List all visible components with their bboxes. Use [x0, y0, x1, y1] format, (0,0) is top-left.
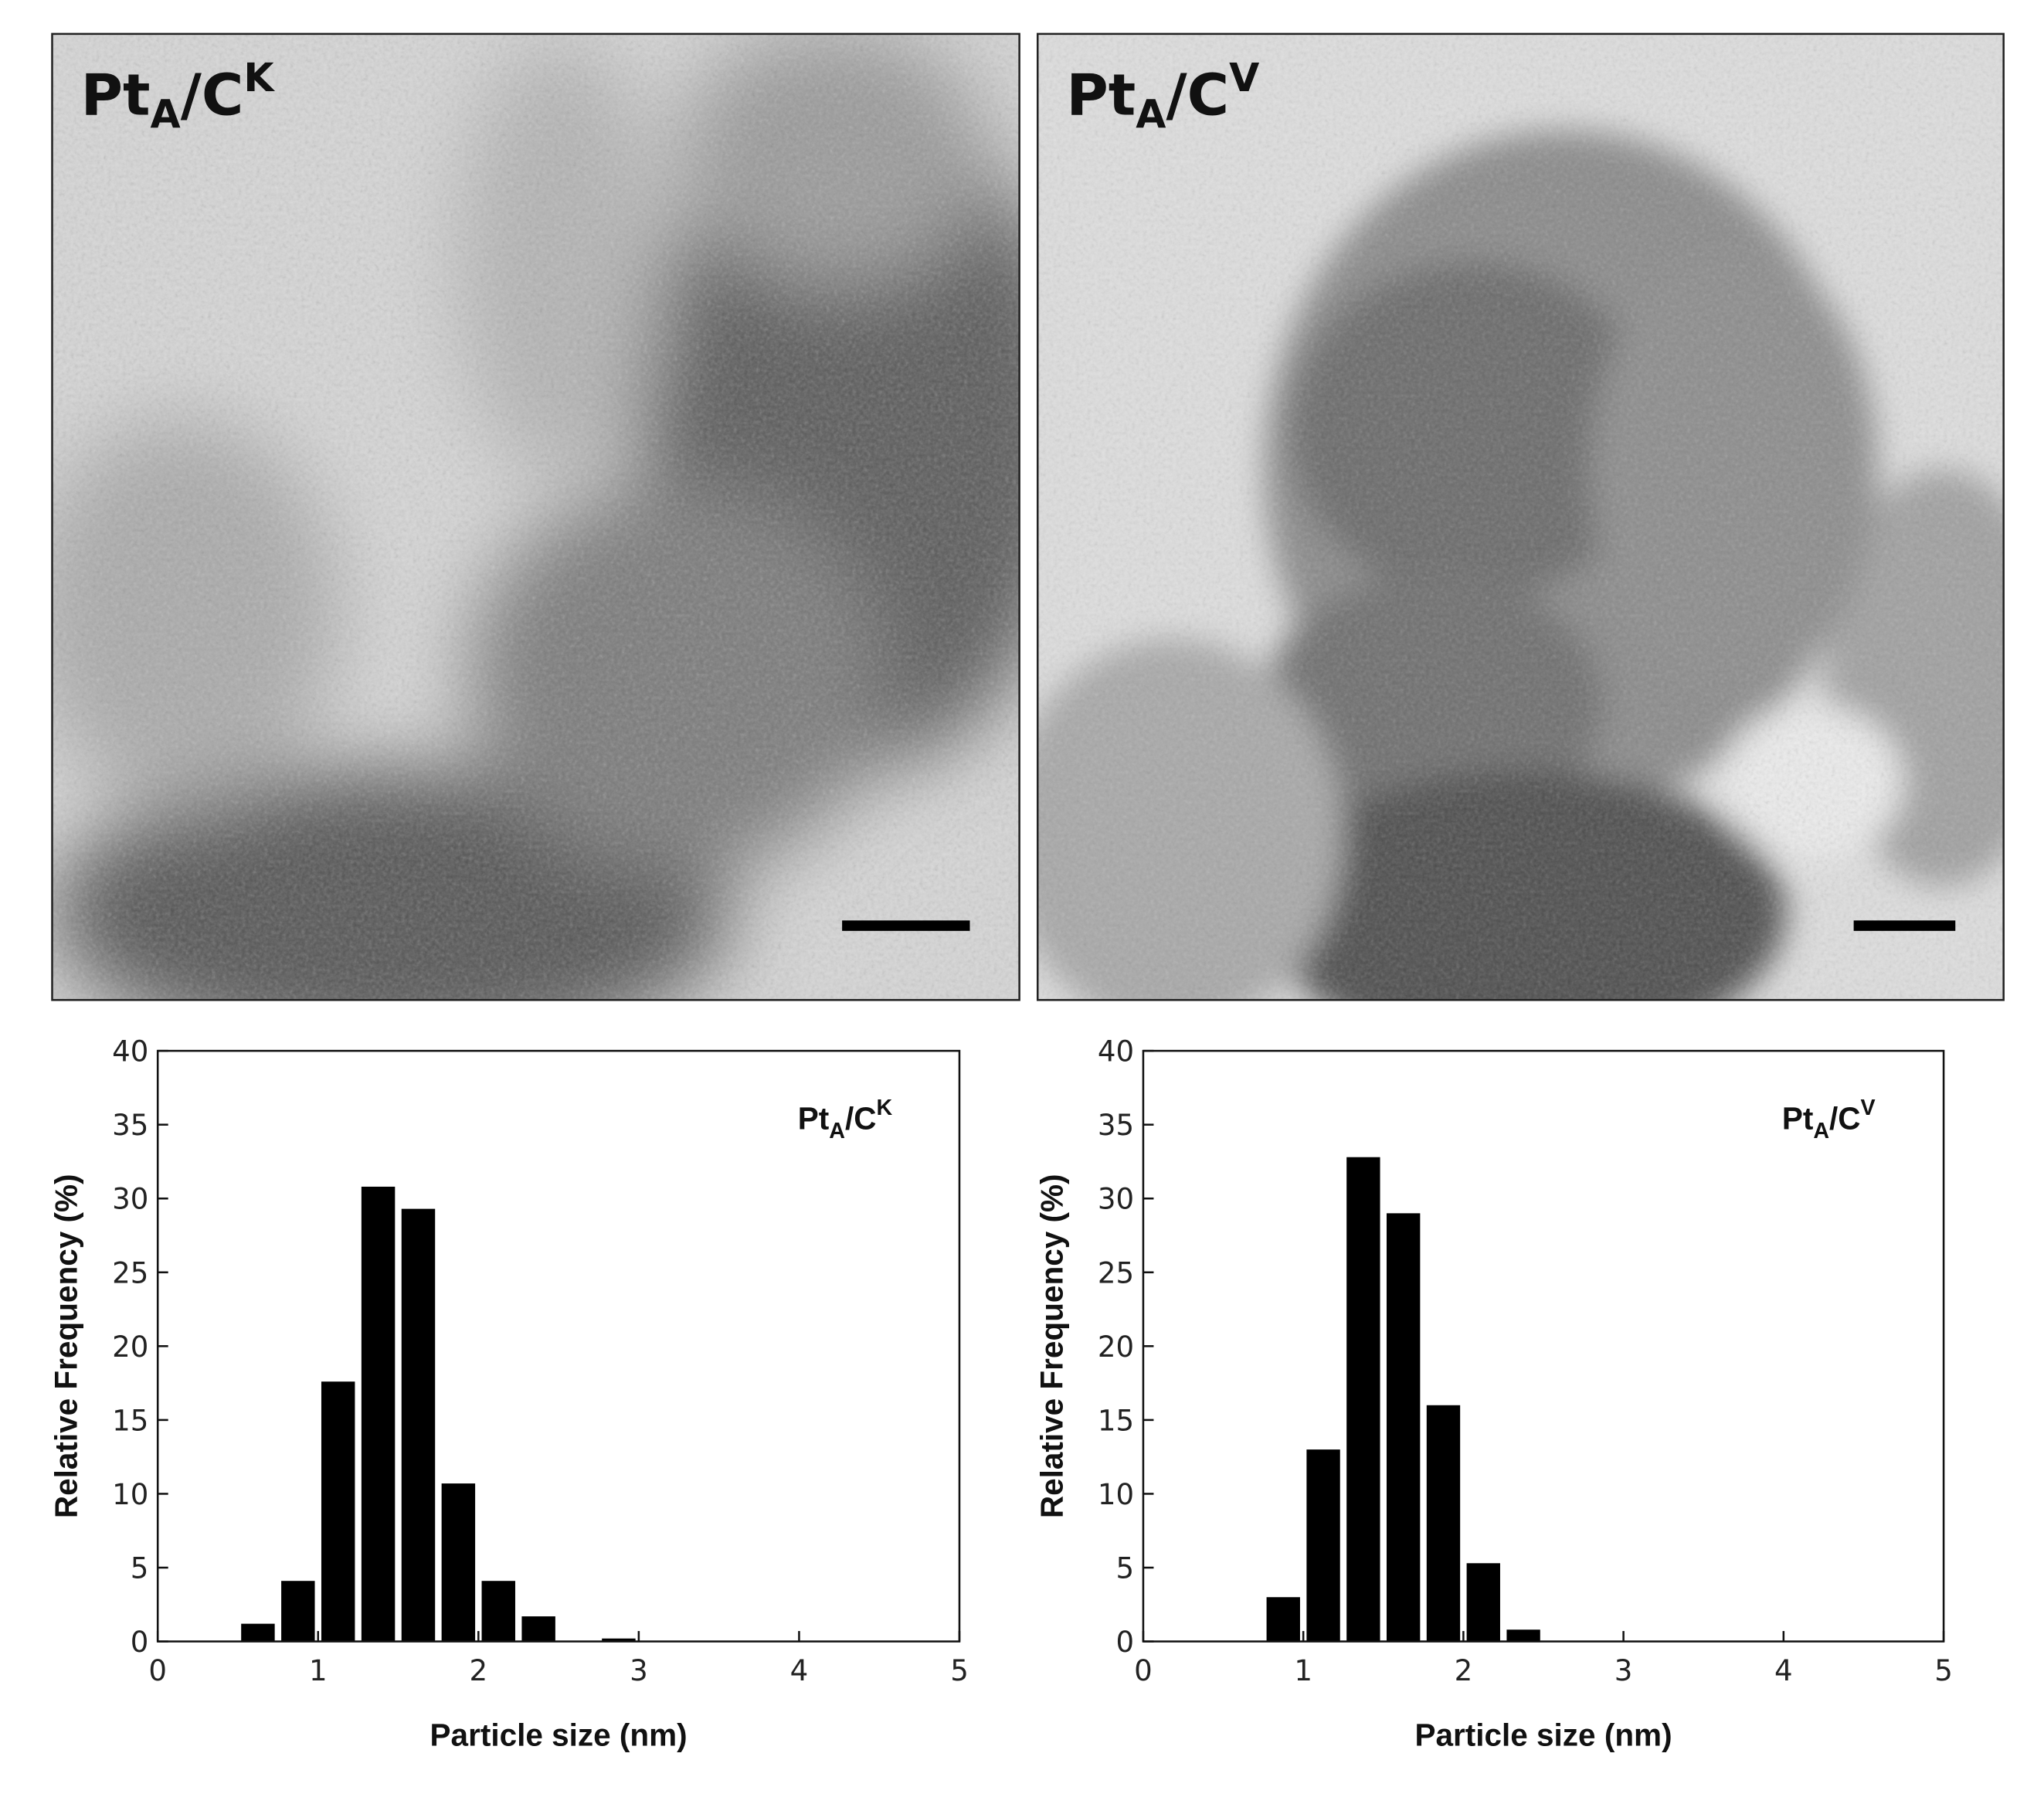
y-tick-label: 10	[112, 1478, 148, 1511]
x-tick-label: 2	[470, 1654, 488, 1687]
image-frame	[1036, 32, 2005, 1001]
x-tick-label: 0	[1134, 1654, 1153, 1687]
y-axis-title: Relative Frequency (%)	[49, 1174, 84, 1519]
bar	[1466, 1563, 1500, 1642]
y-tick-label: 35	[1098, 1109, 1134, 1142]
y-tick-label: 0	[1116, 1626, 1135, 1659]
bar	[241, 1623, 275, 1642]
y-tick-label: 15	[112, 1404, 148, 1437]
x-tick-label: 4	[790, 1654, 809, 1687]
y-tick-label: 25	[112, 1256, 148, 1289]
x-axis-title: Particle size (nm)	[1414, 1718, 1672, 1753]
x-tick-label: 2	[1455, 1654, 1473, 1687]
label-part: /C	[845, 1100, 877, 1136]
x-tick-label: 3	[630, 1654, 648, 1687]
inset-label: PtA/CV	[1782, 1096, 1876, 1143]
bar	[602, 1638, 636, 1642]
label-part: Pt	[1782, 1100, 1814, 1136]
y-tick-label: 20	[112, 1330, 148, 1364]
bar	[361, 1186, 396, 1642]
y-tick-label: 30	[112, 1183, 148, 1216]
x-tick-label: 3	[1614, 1654, 1633, 1687]
label-sup: V	[1861, 1096, 1876, 1120]
x-tick-label: 1	[309, 1654, 328, 1687]
bar	[321, 1381, 355, 1642]
y-tick-label: 10	[1098, 1478, 1134, 1511]
tem-image	[52, 33, 1020, 1001]
label-sup: K	[876, 1096, 892, 1120]
bar	[481, 1581, 515, 1642]
y-tick-label: 15	[1098, 1404, 1134, 1437]
bar	[281, 1581, 315, 1642]
y-tick-label: 5	[131, 1552, 149, 1585]
label-sup: V	[1229, 55, 1259, 100]
bar	[1506, 1629, 1540, 1642]
x-tick-label: 5	[950, 1654, 969, 1687]
y-tick-label: 5	[1116, 1552, 1135, 1585]
panel-label: PtA/CV	[1066, 55, 1259, 137]
x-axis-title: Particle size (nm)	[430, 1718, 688, 1753]
label-part: /C	[1166, 62, 1229, 129]
bar	[1426, 1405, 1461, 1642]
bar	[401, 1208, 436, 1642]
label-sup: K	[243, 55, 275, 100]
bar	[441, 1483, 476, 1642]
x-tick-label: 5	[1934, 1654, 1953, 1687]
inset-label: PtA/CK	[798, 1096, 893, 1143]
label-sub: A	[829, 1119, 845, 1143]
label-sub: A	[1813, 1119, 1829, 1143]
y-tick-label: 25	[1098, 1256, 1134, 1289]
label-sub: A	[1136, 91, 1166, 137]
y-tick-label: 40	[1098, 1035, 1134, 1069]
label-part: /C	[1829, 1100, 1861, 1136]
x-tick-label: 1	[1294, 1654, 1312, 1687]
label-sub: A	[151, 91, 181, 137]
label-part: Pt	[81, 62, 151, 129]
y-tick-label: 40	[112, 1035, 148, 1069]
label-part: Pt	[1066, 62, 1136, 129]
tem-image	[1037, 33, 2004, 1001]
x-tick-label: 0	[148, 1654, 167, 1687]
bar	[1266, 1597, 1300, 1642]
label-part: Pt	[798, 1100, 830, 1136]
panel-label: PtA/CK	[81, 55, 276, 137]
bar	[1306, 1449, 1340, 1642]
y-tick-label: 30	[1098, 1183, 1134, 1216]
y-tick-label: 0	[131, 1626, 149, 1659]
bar	[521, 1616, 555, 1642]
label-part: /C	[181, 62, 244, 129]
y-tick-label: 35	[112, 1109, 148, 1142]
bar	[1346, 1157, 1380, 1642]
bar	[1386, 1213, 1421, 1642]
y-axis-title: Relative Frequency (%)	[1034, 1174, 1069, 1519]
image-frame	[51, 32, 1020, 1001]
y-tick-label: 20	[1098, 1330, 1134, 1364]
x-tick-label: 4	[1774, 1654, 1793, 1687]
